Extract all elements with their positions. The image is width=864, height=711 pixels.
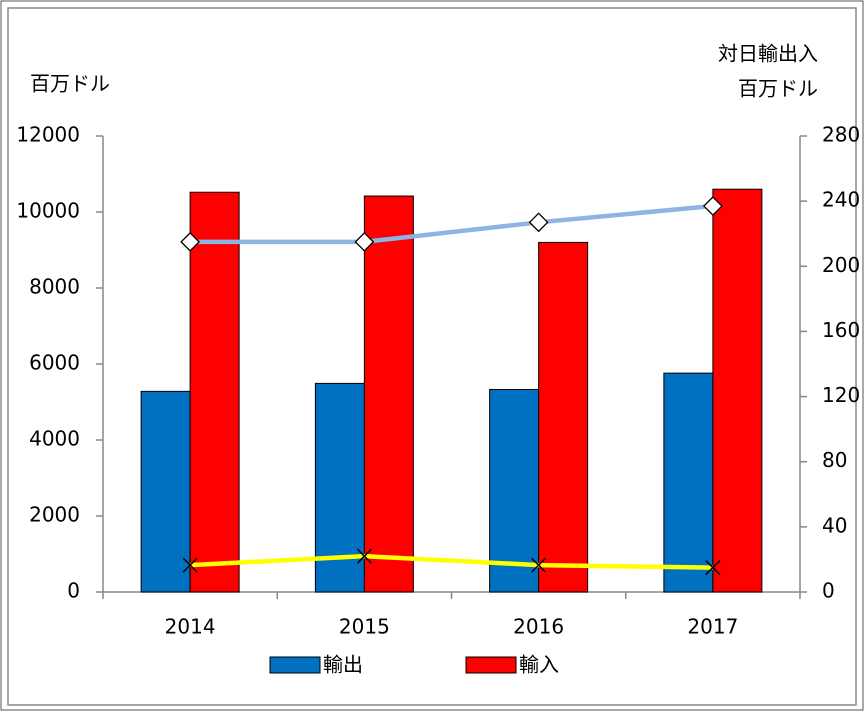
y-axis-label: 百万ドル	[30, 72, 110, 96]
y-tick-label: 8000	[29, 275, 80, 299]
bar	[189, 191, 240, 593]
y-tick-label: 6000	[29, 351, 80, 375]
bar	[712, 188, 763, 593]
x-tick-label: 2016	[513, 615, 564, 639]
marker	[531, 557, 547, 573]
y2-axis-label: 対日輸出入	[718, 42, 818, 66]
marker	[182, 557, 198, 573]
y2-tick-label: 160	[822, 318, 860, 342]
x-tick-label: 2015	[339, 615, 390, 639]
legend-swatch	[465, 656, 517, 674]
marker	[356, 548, 372, 564]
y-tick-label: 0	[67, 579, 80, 603]
y-tick-label: 10000	[16, 199, 80, 223]
y-tick-label: 2000	[29, 503, 80, 527]
y2-tick-label: 280	[822, 123, 860, 147]
y2-tick-label: 120	[822, 383, 860, 407]
y2-tick-label: 200	[822, 253, 860, 277]
marker	[702, 196, 723, 216]
y2-tick-label: 40	[822, 513, 847, 537]
marker	[705, 560, 721, 576]
chart-frame	[7, 7, 857, 706]
x-tick-label: 2017	[687, 615, 738, 639]
y2-tick-label: 240	[822, 188, 860, 212]
y2-tick-label: 0	[822, 579, 835, 603]
y-tick-label: 12000	[16, 123, 80, 147]
marker	[180, 231, 201, 252]
y2-tick-label: 80	[822, 448, 847, 472]
legend-label: 輸出	[323, 653, 363, 677]
bar	[314, 382, 365, 593]
line	[190, 553, 713, 570]
legend-swatch	[269, 656, 321, 674]
y2-axis-label: 百万ドル	[738, 77, 818, 101]
bar	[140, 390, 191, 593]
bar	[538, 241, 589, 593]
bar	[663, 372, 714, 593]
y-tick-label: 4000	[29, 427, 80, 451]
bar	[489, 388, 540, 593]
legend-label: 輸入	[519, 653, 559, 677]
x-tick-label: 2014	[165, 615, 216, 639]
line	[190, 203, 714, 245]
bar	[363, 195, 414, 593]
marker	[528, 212, 549, 233]
marker	[354, 231, 375, 252]
